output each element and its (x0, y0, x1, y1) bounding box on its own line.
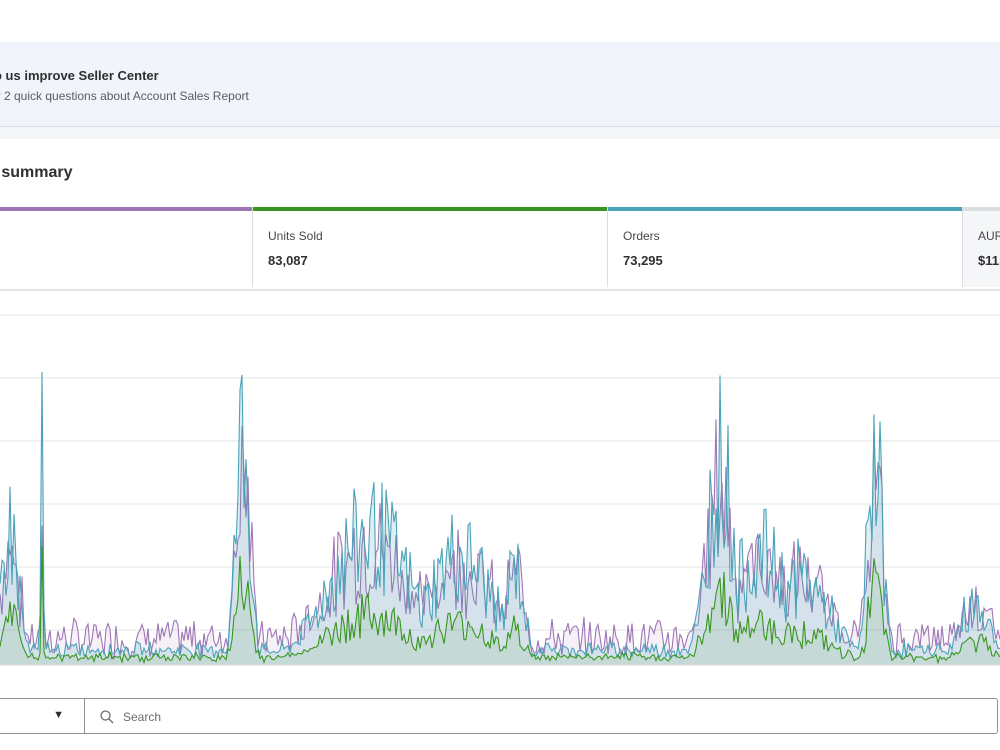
search-input[interactable] (121, 701, 985, 733)
tile-color-bar (0, 207, 252, 211)
tile-color-bar (963, 207, 1000, 211)
sales-chart-svg (0, 314, 1000, 666)
chevron-down-icon: ▼ (53, 709, 64, 721)
banner-title: o us improve Seller Center (0, 68, 159, 83)
tile-units-sold[interactable]: Units Sold 83,087 (253, 207, 608, 287)
section-title: s summary (0, 164, 73, 181)
tile-value: 83,087 (268, 253, 308, 268)
filter-row: ▼ (0, 684, 1000, 750)
tile-orders[interactable]: Orders 73,295 (608, 207, 963, 287)
tile-value: 73,295 (623, 253, 663, 268)
sales-summary-card: s summary Units Sold 83,087 Orders 73,29… (0, 139, 1000, 684)
sales-chart (0, 310, 1000, 670)
series-green-line (0, 546, 1000, 665)
feedback-banner[interactable]: o us improve Seller Center er 2 quick qu… (0, 42, 1000, 127)
tile-label: AUR (978, 229, 1000, 243)
search-icon (100, 710, 114, 724)
tile-label: Units Sold (268, 229, 323, 243)
search-box[interactable] (84, 698, 998, 734)
metric-tiles: Units Sold 83,087 Orders 73,295 AUR $11. (0, 207, 1000, 291)
tile-gmv[interactable] (0, 207, 253, 287)
tile-value: $11. (978, 253, 1000, 268)
chart-series (0, 371, 1000, 666)
banner-subtitle: er 2 quick questions about Account Sales… (0, 89, 249, 103)
top-bar (0, 0, 1000, 43)
tile-aur[interactable]: AUR $11. (963, 207, 1000, 287)
series-blue-line (0, 371, 1000, 661)
tile-color-bar (608, 207, 962, 211)
series-blue-area (0, 372, 1000, 665)
series-green-area (0, 546, 1000, 665)
section-gap (0, 127, 1000, 139)
filter-dropdown[interactable]: ▼ (0, 698, 84, 734)
tile-color-bar (253, 207, 607, 211)
chart-grid (0, 314, 1000, 631)
tile-label: Orders (623, 229, 660, 243)
